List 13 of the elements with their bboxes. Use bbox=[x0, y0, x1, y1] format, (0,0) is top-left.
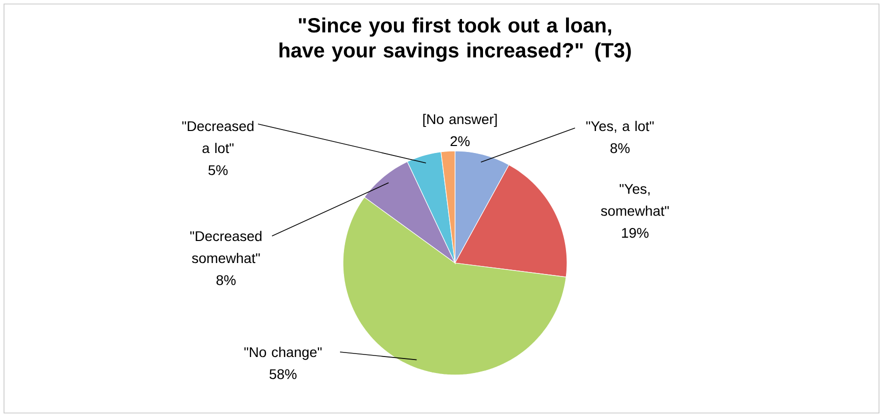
data-label: 19% bbox=[622, 228, 649, 238]
chart-title: "Since you first took out a loan, have your savings increased?" (T3) bbox=[280, 18, 631, 62]
slice-label: "Decreased a lot" bbox=[182, 120, 254, 154]
slice-label: "No change" bbox=[244, 346, 322, 360]
slice-label: "Yes, somewhat" bbox=[601, 184, 669, 216]
data-label: 5% bbox=[208, 165, 228, 176]
data-label: 2% bbox=[450, 136, 470, 146]
data-label: 58% bbox=[270, 369, 297, 380]
slice-label: "Decreased somewhat" bbox=[190, 230, 262, 264]
slice-label: "Yes, a lot" bbox=[586, 120, 654, 133]
data-label: 8% bbox=[610, 143, 630, 154]
data-label: 8% bbox=[216, 275, 236, 286]
slice-label: [No answer] bbox=[423, 114, 497, 127]
